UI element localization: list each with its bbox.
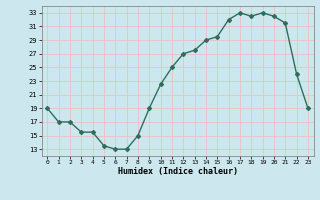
X-axis label: Humidex (Indice chaleur): Humidex (Indice chaleur)	[118, 167, 237, 176]
